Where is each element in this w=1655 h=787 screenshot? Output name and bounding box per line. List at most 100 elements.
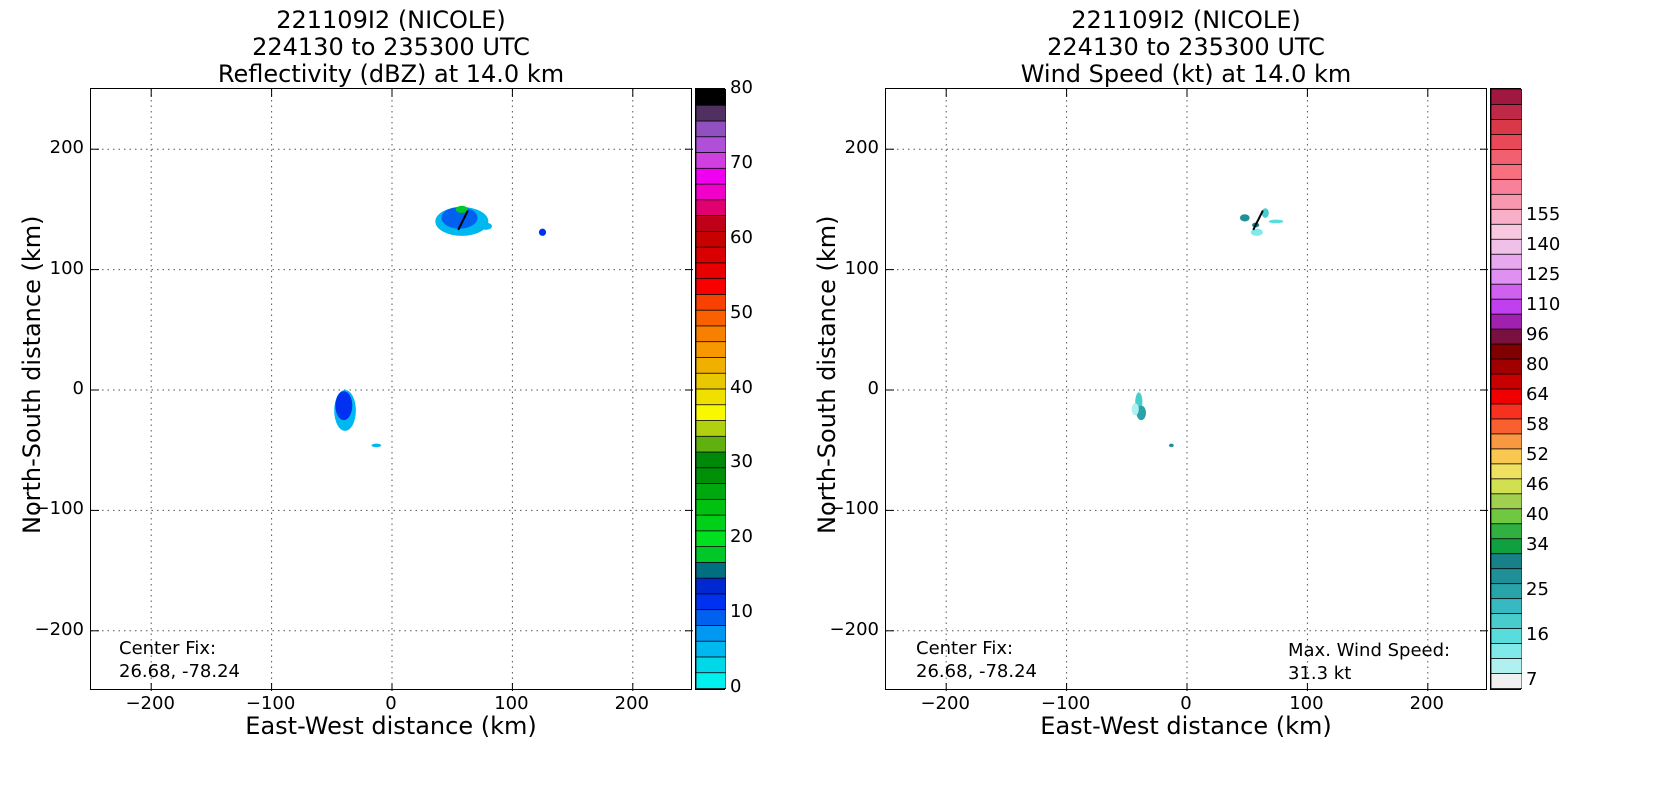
radar-echo	[441, 206, 478, 229]
colorbar-tick-label: 40	[1526, 503, 1549, 525]
x-tick-label: 100	[494, 693, 529, 714]
chart-title-line-2: 224130 to 235300 UTC	[1047, 33, 1325, 61]
colorbar-tick-label: 16	[1526, 623, 1549, 645]
wind-speed-panel: 221109I2 (NICOLE) 224130 to 235300 UTC W…	[813, 0, 1655, 787]
x-axis-label: East-West distance (km)	[1040, 712, 1332, 740]
radar-echo	[335, 391, 353, 421]
colorbar-segment	[1491, 238, 1522, 255]
colorbar-tick-label: 110	[1526, 294, 1561, 316]
radar-echo	[1239, 214, 1250, 222]
x-axis-label: East-West distance (km)	[245, 712, 537, 740]
y-tick-label: 100	[49, 257, 84, 279]
colorbar-tick-label: 10	[730, 601, 753, 623]
colorbar-segment	[696, 671, 726, 689]
radar-echo	[371, 443, 382, 448]
reflectivity-panel: 221109I2 (NICOLE) 224130 to 235300 UTC R…	[0, 0, 820, 787]
colorbar-tick-label: 58	[1526, 413, 1549, 435]
x-tick-label: −200	[920, 693, 970, 714]
colorbar-segment	[1491, 462, 1522, 480]
colorbar-segment	[1491, 403, 1522, 420]
colorbar-segment	[1491, 642, 1522, 659]
x-tick-label: 0	[1180, 693, 1192, 714]
y-axis-label: North-South distance (km)	[18, 215, 46, 535]
colorbar-segment	[1491, 133, 1522, 150]
colorbar-tick-label: 40	[730, 376, 753, 398]
colorbar-segment	[1491, 358, 1522, 375]
colorbar-tick-label: 0	[730, 676, 742, 697]
colorbar-segment	[696, 482, 726, 500]
colorbar-segment	[696, 577, 726, 595]
colorbar-segment	[696, 167, 726, 185]
colorbar-segment	[696, 451, 726, 469]
colorbar-segment	[1491, 298, 1522, 315]
y-tick-label: 0	[72, 378, 84, 399]
colorbar-segment	[1491, 507, 1522, 525]
colorbar-segment	[696, 183, 726, 201]
colorbar-segment	[696, 593, 726, 611]
x-tick-label: 200	[614, 693, 649, 714]
colorbar-segment	[696, 293, 726, 311]
colorbar-tick-label: 80	[730, 77, 753, 98]
colorbar-tick-label: 155	[1526, 204, 1561, 226]
colorbar-segment	[1491, 103, 1522, 120]
colorbar-segment	[1491, 118, 1522, 135]
plot-area: Center Fix: 26.68, -78.24 Max. Wind Spee…	[885, 88, 1488, 691]
colorbar-segment	[1491, 223, 1522, 240]
colorbar-segment	[1491, 418, 1522, 435]
colorbar-segment	[1491, 268, 1522, 285]
colorbar-tick-label: 34	[1526, 533, 1549, 555]
colorbar-segment	[696, 640, 726, 658]
colorbar-segment	[1491, 313, 1522, 330]
colorbar-segment	[1491, 612, 1522, 630]
y-tick-label: −200	[34, 618, 84, 640]
chart-title-line-2: 224130 to 235300 UTC	[252, 33, 530, 61]
max-wind-label: Max. Wind Speed:	[1288, 640, 1451, 661]
y-tick-label: 0	[867, 378, 879, 399]
colorbar-segment	[1491, 193, 1522, 210]
colorbar-segment	[696, 277, 726, 295]
shear-vector	[1252, 210, 1264, 231]
colorbar-segment	[1491, 537, 1522, 555]
x-tick-label: −100	[1040, 693, 1091, 714]
radar-echo	[538, 228, 547, 236]
colorbar-tick-label: 80	[1526, 354, 1549, 376]
colorbar-segment	[696, 435, 726, 453]
colorbar-segment	[1491, 178, 1522, 195]
colorbar-segment	[696, 656, 726, 674]
colorbar-tick-label: 46	[1526, 473, 1549, 495]
colorbar-segment	[696, 89, 726, 106]
center-fix-value: 26.68, -78.24	[119, 661, 240, 682]
colorbar-segment	[1491, 582, 1522, 600]
colorbar-segment	[696, 340, 726, 358]
colorbar-segment	[696, 608, 726, 626]
radar-echo	[455, 205, 468, 214]
colorbar-segment	[696, 104, 726, 122]
colorbar-segment	[1491, 552, 1522, 570]
reflectivity-colorbar	[695, 88, 726, 690]
colorbar-tick-label: 20	[730, 526, 753, 548]
colorbar-segment	[696, 466, 726, 484]
y-tick-label: −100	[34, 498, 84, 520]
colorbar-segment	[1491, 343, 1522, 360]
colorbar-segment	[696, 561, 726, 579]
chart-title-line-3: Wind Speed (kt) at 14.0 km	[1020, 60, 1352, 88]
colorbar-segment	[1491, 522, 1522, 540]
radar-echo	[1268, 219, 1284, 224]
chart-title-line-1: 221109I2 (NICOLE)	[276, 6, 506, 34]
colorbar-segment	[1491, 433, 1522, 450]
y-tick-label: 200	[844, 137, 879, 159]
colorbar-segment	[696, 514, 726, 532]
radar-echo	[1250, 228, 1263, 236]
chart-title-line-1: 221109I2 (NICOLE)	[1071, 6, 1301, 34]
colorbar-segment	[696, 325, 726, 343]
colorbar-segment	[1491, 492, 1522, 510]
colorbar-tick-label: 7	[1526, 668, 1538, 690]
colorbar-segment	[696, 198, 726, 217]
colorbar-segment	[1491, 388, 1522, 405]
y-axis-label: North-South distance (km)	[813, 215, 841, 535]
x-tick-label: −100	[245, 693, 296, 714]
y-tick-label: −200	[829, 618, 879, 640]
colorbar-segment	[696, 624, 726, 642]
colorbar-tick-label: 60	[730, 226, 753, 248]
radar-echo	[1131, 403, 1139, 416]
